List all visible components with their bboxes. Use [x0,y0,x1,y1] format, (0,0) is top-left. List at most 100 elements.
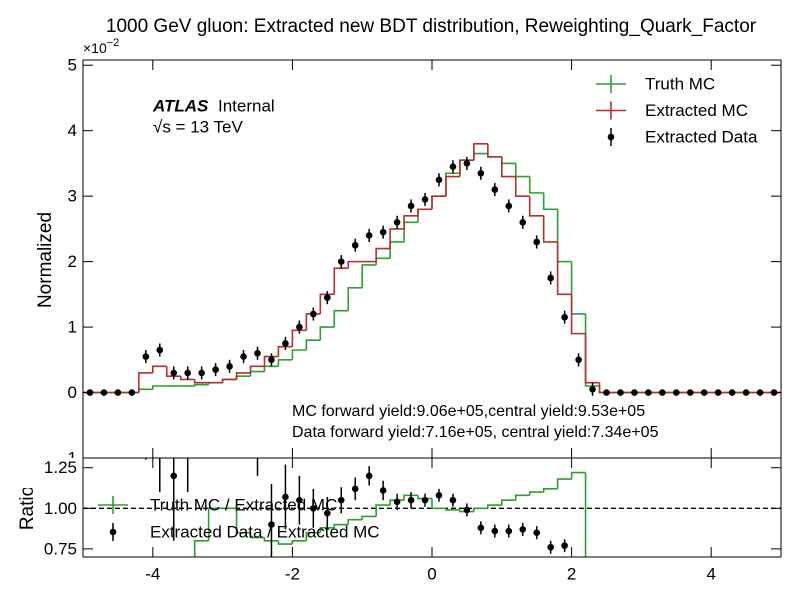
energy-label: √s = 13 TeV [153,117,243,136]
data-point [379,228,387,236]
data-point [714,389,722,396]
data-point [379,487,387,494]
data-point [142,353,150,360]
data-point [756,389,764,396]
step-bin [431,498,446,510]
data-point [477,169,485,177]
legend-marker [109,528,117,536]
step-bin [193,539,209,557]
data-point [156,346,164,354]
legend-label: Extracted Data [645,127,758,146]
data-point [603,389,610,396]
step-bin [333,267,349,295]
data-point [742,389,750,396]
data-point [365,472,373,480]
step-bin [347,518,363,525]
data-point [449,163,457,171]
step-bin [487,143,502,158]
data-point [617,389,624,396]
ratio-axis-label: Ratio [17,486,38,530]
data-point [477,524,485,532]
step-bin [181,573,195,589]
step-bin [542,215,558,243]
data-point [351,241,359,249]
step-bin [305,339,321,350]
data-point [393,498,401,506]
y-tick-label: 5 [68,56,77,75]
x-tick-label: 2 [567,564,576,583]
legend-label: Truth MC [645,74,715,93]
step-bin [584,333,600,384]
data-point [170,369,178,377]
step-bin [473,507,488,512]
step-bin [473,142,488,161]
data-point [407,202,415,210]
step-bin [542,192,558,211]
step-bin [361,515,377,520]
offset-text: ×10−2 [83,37,119,56]
step-bin [277,345,293,357]
step-bin [291,349,307,360]
y-tick-label: 0.75 [44,539,77,558]
step-bin [179,376,195,381]
plot-frame [82,457,782,558]
y-tick-label: 3 [68,187,77,206]
chart-title: 1000 GeV gluon: Extracted new BDT distri… [106,16,757,37]
data-point [435,492,443,499]
data-point [421,196,429,203]
step-bin [584,472,587,557]
y-tick-label: 0 [68,383,77,402]
data-point [659,389,666,396]
data-point [240,353,247,360]
data-point [533,529,540,536]
step-bin [570,294,586,335]
step-bin [556,478,572,489]
step-bin [445,508,460,511]
y-axis-label: Normalized [35,212,56,308]
step-bin [570,471,586,480]
step-bin [528,196,544,217]
step-bin [221,378,237,383]
step-bin [347,260,363,269]
step-bin [403,494,419,501]
step-bin [152,365,167,373]
data-point [337,496,345,504]
step-bin [249,365,265,373]
data-point [561,313,568,321]
step-bin [207,507,223,541]
step-bin [138,372,153,393]
data-point [324,294,331,301]
data-point [184,369,191,377]
data-point [212,366,219,373]
step-bin [528,176,544,194]
data-point [505,527,513,535]
data-point [686,389,694,396]
step-bin [417,208,432,216]
step-bin [501,156,516,178]
legend-label: Extracted MC [645,101,748,120]
plot-body [83,142,781,396]
step-bin [542,488,558,493]
plot-body [83,458,781,589]
step-bin [514,176,530,197]
step-bin [445,175,460,197]
experiment-status: Internal [218,96,275,115]
legend-label: Truth MC / Extracted MC [150,495,337,514]
step-bin [277,540,293,545]
data-point [407,496,415,504]
data-point [491,186,499,193]
data-point [505,202,513,210]
step-bin [263,537,279,542]
step-bin [165,366,181,377]
data-point [114,389,122,396]
y-tick-label: 1.00 [44,499,77,518]
step-bin [263,355,279,367]
step-bin [291,539,307,545]
data-point [700,389,708,396]
step-bin [389,228,405,249]
y-tick-label: 4 [68,121,77,140]
step-bin [375,504,391,517]
data-point [631,389,638,396]
data-point [337,258,345,265]
